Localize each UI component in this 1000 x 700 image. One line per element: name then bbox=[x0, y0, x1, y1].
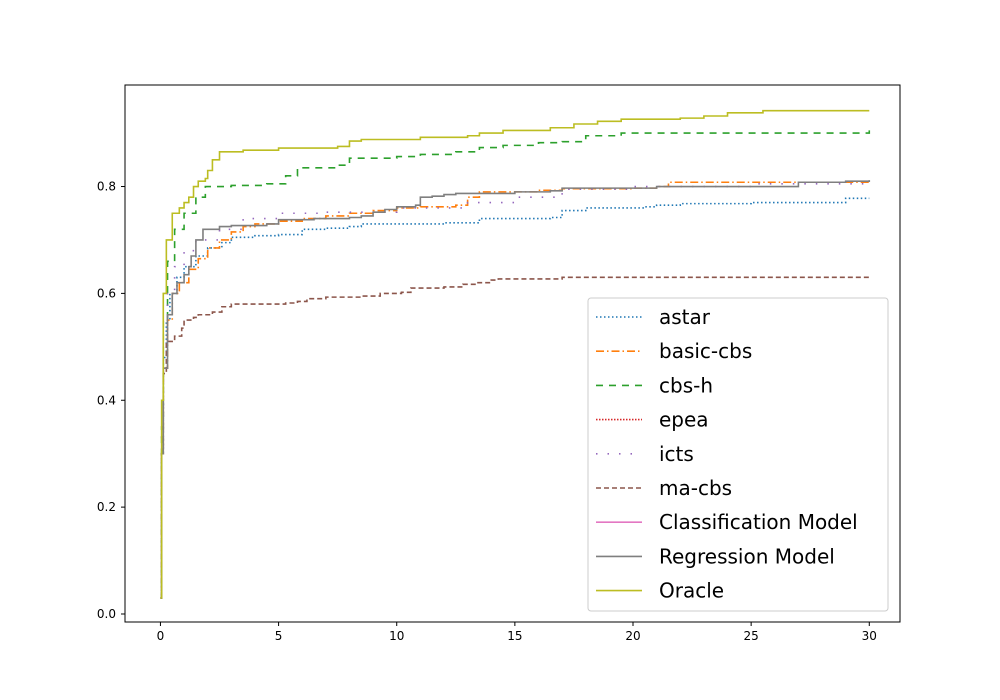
legend-label: Classification Model bbox=[659, 510, 858, 534]
y-tick-label: 0.0 bbox=[97, 607, 116, 621]
legend-box bbox=[587, 297, 889, 612]
series-line-regression-model bbox=[160, 180, 871, 599]
legend-label: ma-cbs bbox=[659, 476, 732, 500]
legend-label: Oracle bbox=[659, 579, 724, 603]
y-tick-label: 0.6 bbox=[97, 286, 116, 300]
plot-area: 0 5 10 15 20 25 30 0.0 0.2 0.4 0.6 0.8 bbox=[97, 84, 901, 643]
legend-label: epea bbox=[659, 408, 709, 432]
x-tick-label: 10 bbox=[389, 629, 404, 643]
x-tick-label: 20 bbox=[625, 629, 640, 643]
series-layer bbox=[160, 109, 871, 599]
legend-label: cbs-h bbox=[659, 373, 713, 397]
series-line-oracle bbox=[160, 109, 870, 599]
x-tick-label: 30 bbox=[862, 629, 877, 643]
legend-label: icts bbox=[659, 442, 694, 466]
series-line-ma-cbs bbox=[160, 276, 870, 599]
x-tick-label: 5 bbox=[275, 629, 283, 643]
y-tick-label: 0.8 bbox=[97, 180, 116, 194]
x-tick-label: 15 bbox=[507, 629, 522, 643]
x-axis: 0 5 10 15 20 25 30 bbox=[157, 622, 877, 643]
legend-label: astar bbox=[659, 305, 711, 329]
y-axis: 0.0 0.2 0.4 0.6 0.8 bbox=[97, 180, 125, 621]
legend-label: basic-cbs bbox=[659, 339, 752, 363]
x-tick-label: 25 bbox=[744, 629, 759, 643]
y-tick-label: 0.4 bbox=[97, 393, 116, 407]
series-line-astar bbox=[160, 197, 870, 599]
y-tick-label: 0.2 bbox=[97, 500, 116, 514]
x-tick-label: 0 bbox=[157, 629, 165, 643]
axes-frame bbox=[124, 84, 901, 623]
legend: astar basic-cbs cbs-h epea icts ma-cbs Classif… bbox=[587, 297, 889, 612]
legend-label: Regression Model bbox=[659, 544, 835, 568]
